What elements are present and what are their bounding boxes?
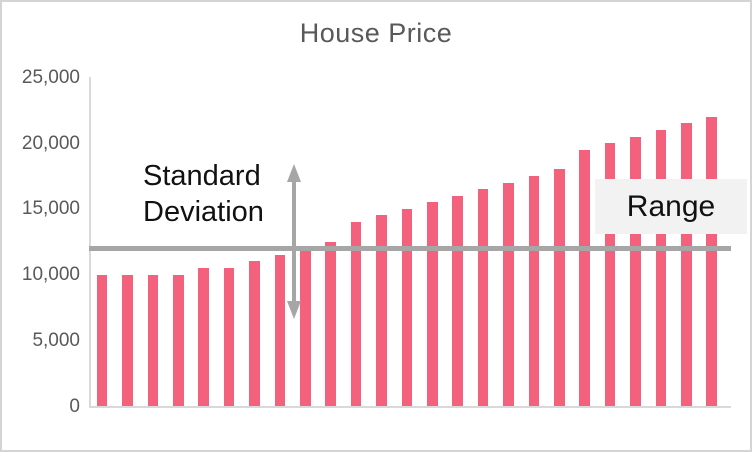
range-label-box: Range — [595, 179, 747, 234]
y-axis-tick-label: 0 — [69, 395, 80, 417]
bar — [173, 274, 184, 406]
bar — [554, 169, 565, 406]
mean-line — [89, 245, 731, 251]
bar — [401, 208, 413, 406]
std-dev-label: Standard Deviation — [143, 158, 264, 230]
bar — [147, 274, 159, 406]
bar — [452, 195, 463, 406]
bar — [300, 248, 311, 406]
std-dev-label-line1: Standard — [143, 160, 261, 192]
chart-title: House Price — [299, 18, 453, 48]
y-axis-tick-label: 20,000 — [21, 132, 80, 154]
bar — [706, 116, 717, 406]
std-dev-double-arrow-icon — [287, 164, 301, 319]
bar — [223, 268, 235, 406]
bar — [249, 261, 260, 406]
bar — [503, 182, 514, 406]
bar — [198, 268, 209, 406]
bar — [655, 130, 667, 406]
bar — [350, 222, 362, 406]
std-dev-label-line2: Deviation — [143, 196, 264, 228]
bar — [274, 254, 286, 406]
range-label: Range — [626, 189, 716, 223]
bar — [122, 274, 133, 406]
y-axis-line — [89, 77, 91, 408]
y-axis-tick-label: 15,000 — [21, 198, 80, 220]
bar — [630, 136, 641, 406]
bar — [604, 143, 616, 406]
y-axis-tick-label: 25,000 — [21, 67, 80, 88]
y-axis-tick-label: 10,000 — [21, 264, 80, 286]
bar — [579, 149, 590, 406]
bar — [528, 176, 540, 406]
bar — [325, 241, 336, 406]
bar — [427, 202, 438, 406]
x-axis-line — [89, 406, 731, 408]
bar — [96, 274, 108, 406]
bar — [477, 189, 489, 406]
bar — [681, 123, 692, 406]
y-axis-tick-label: 5,000 — [32, 329, 80, 351]
bar — [376, 215, 387, 406]
